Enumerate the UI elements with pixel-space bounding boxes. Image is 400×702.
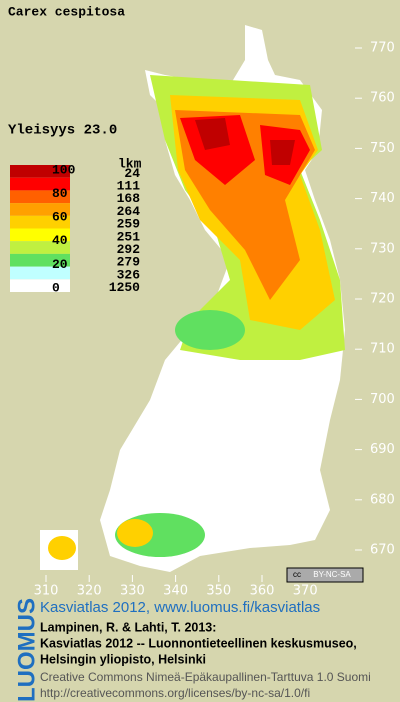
legend-swatch [10, 279, 70, 292]
legend-scale-label: 80 [52, 186, 68, 201]
badge-text: BY-NC-SA [313, 570, 351, 579]
northing-label: 720 [370, 292, 395, 307]
footer: Lampinen, R. & Lahti, T. 2013: Kasviatlas… [40, 620, 371, 700]
south-core [117, 519, 153, 547]
legend-swatch [10, 203, 70, 216]
legend-swatch [10, 253, 70, 267]
cc-badge: cc BY-NC-SA [286, 567, 364, 583]
northing-label: 690 [370, 442, 395, 457]
legend-scale-label: 20 [52, 257, 68, 272]
range-peak [195, 118, 295, 165]
legend-scale-label: 60 [52, 210, 68, 225]
legend-count: 111 [117, 178, 141, 193]
easting-label: 370 [293, 584, 318, 599]
easting-label: 360 [250, 584, 275, 599]
license-line: Creative Commons Nimeä-Epäkaupallinen-Ta… [40, 670, 371, 684]
easting-label: 340 [163, 584, 188, 599]
northing-label: 730 [370, 241, 395, 256]
legend-count: 251 [117, 229, 141, 244]
northing-label: 670 [370, 543, 395, 558]
northing-label: 750 [370, 141, 395, 156]
legend-count: 259 [117, 217, 141, 232]
license-line: http://creativecommons.org/licenses/by-n… [40, 686, 310, 700]
legend-count: 1250 [109, 280, 140, 295]
citation-line: Lampinen, R. & Lahti, T. 2013: [40, 620, 216, 634]
legend-swatch [10, 228, 70, 242]
northing-label: 740 [370, 191, 395, 206]
easting-label: 310 [34, 584, 59, 599]
legend-swatch [10, 266, 70, 280]
easting-label: 320 [77, 584, 102, 599]
grid-ticks: 770 760 750 740 730 720 710 700 690 680 670 310 320 3… [34, 41, 395, 599]
citation-line: Kasviatlas 2012 -- Luonnontieteellinen k… [40, 636, 357, 650]
badge-symbol: cc [293, 570, 301, 579]
northing-label: 710 [370, 342, 395, 357]
legend-swatch [10, 241, 70, 254]
easting-label: 330 [120, 584, 145, 599]
legend-scale-label: 40 [52, 233, 68, 248]
legend-count: 326 [117, 267, 141, 282]
legend-count: 292 [117, 242, 141, 257]
badge-box [286, 567, 364, 583]
legend-count: 24 [124, 166, 140, 181]
legend-swatch [10, 165, 70, 178]
easting-label: 350 [206, 584, 231, 599]
legend-scale-label: 100 [52, 162, 76, 177]
northing-label: 770 [370, 41, 395, 56]
count-header: lkm [118, 156, 142, 171]
legend-swatch [10, 177, 70, 191]
logo: LUOMUS [13, 598, 40, 702]
finland-map [40, 25, 345, 572]
legend-swatch [10, 215, 70, 229]
northing-label: 700 [370, 392, 395, 407]
legend-count: 264 [117, 204, 141, 219]
citation-line: Helsingin yliopisto, Helsinki [40, 652, 206, 666]
legend-scale-label: 0 [52, 280, 60, 295]
northing-label: 760 [370, 91, 395, 106]
frequency: Yleisyys 23.0 [8, 123, 117, 139]
legend-count: 168 [117, 191, 141, 206]
legend-swatch [10, 190, 70, 204]
legend-count: 279 [117, 255, 141, 270]
aland-patch [48, 536, 76, 560]
northing-label: 680 [370, 492, 395, 507]
species-title: Carex cespitosa [8, 4, 125, 19]
central-patch [175, 310, 245, 350]
atlas-link[interactable]: Kasviatlas 2012, www.luomus.fi/kasviatla… [40, 599, 320, 616]
